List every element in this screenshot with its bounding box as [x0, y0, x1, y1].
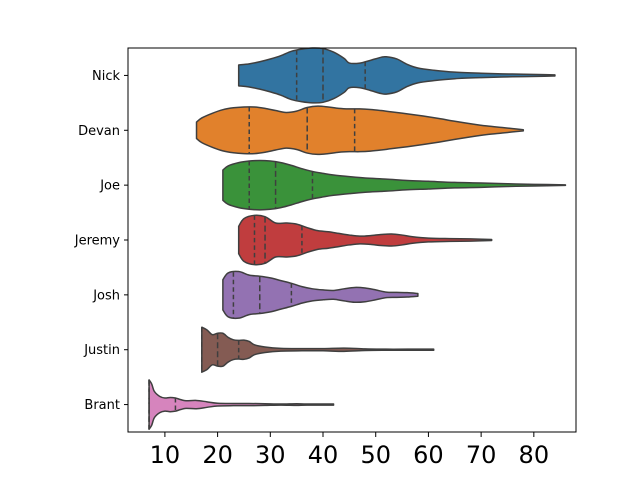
y-axis: Nick Devan Joe Jeremy Josh Justin Brant [74, 69, 128, 413]
y-tick-label-nick: Nick [92, 69, 120, 84]
y-tick-label-devan: Devan [78, 124, 120, 139]
violin-josh [222, 270, 419, 320]
x-tick-label-70: 70 [466, 441, 497, 469]
y-tick-label-josh: Josh [92, 288, 120, 303]
x-tick-label-10: 10 [150, 441, 181, 469]
violin-devan [195, 105, 525, 156]
plot-frame [127, 47, 577, 433]
quartile-lines [148, 48, 366, 430]
y-tick-label-joe: Joe [99, 179, 120, 194]
x-tick-label-40: 40 [308, 441, 339, 469]
x-axis: 10 20 30 40 50 60 70 80 [150, 432, 549, 469]
y-tick-label-justin: Justin [83, 343, 120, 358]
x-tick-label-50: 50 [360, 441, 391, 469]
y-tick-label-brant: Brant [84, 398, 120, 413]
x-tick-label-60: 60 [413, 441, 444, 469]
x-tick-label-30: 30 [255, 441, 286, 469]
violin-joe [222, 159, 567, 211]
violin-justin [201, 326, 435, 373]
x-tick-label-80: 80 [519, 441, 550, 469]
x-tick-label-20: 20 [202, 441, 233, 469]
y-tick-label-jeremy: Jeremy [74, 234, 121, 249]
